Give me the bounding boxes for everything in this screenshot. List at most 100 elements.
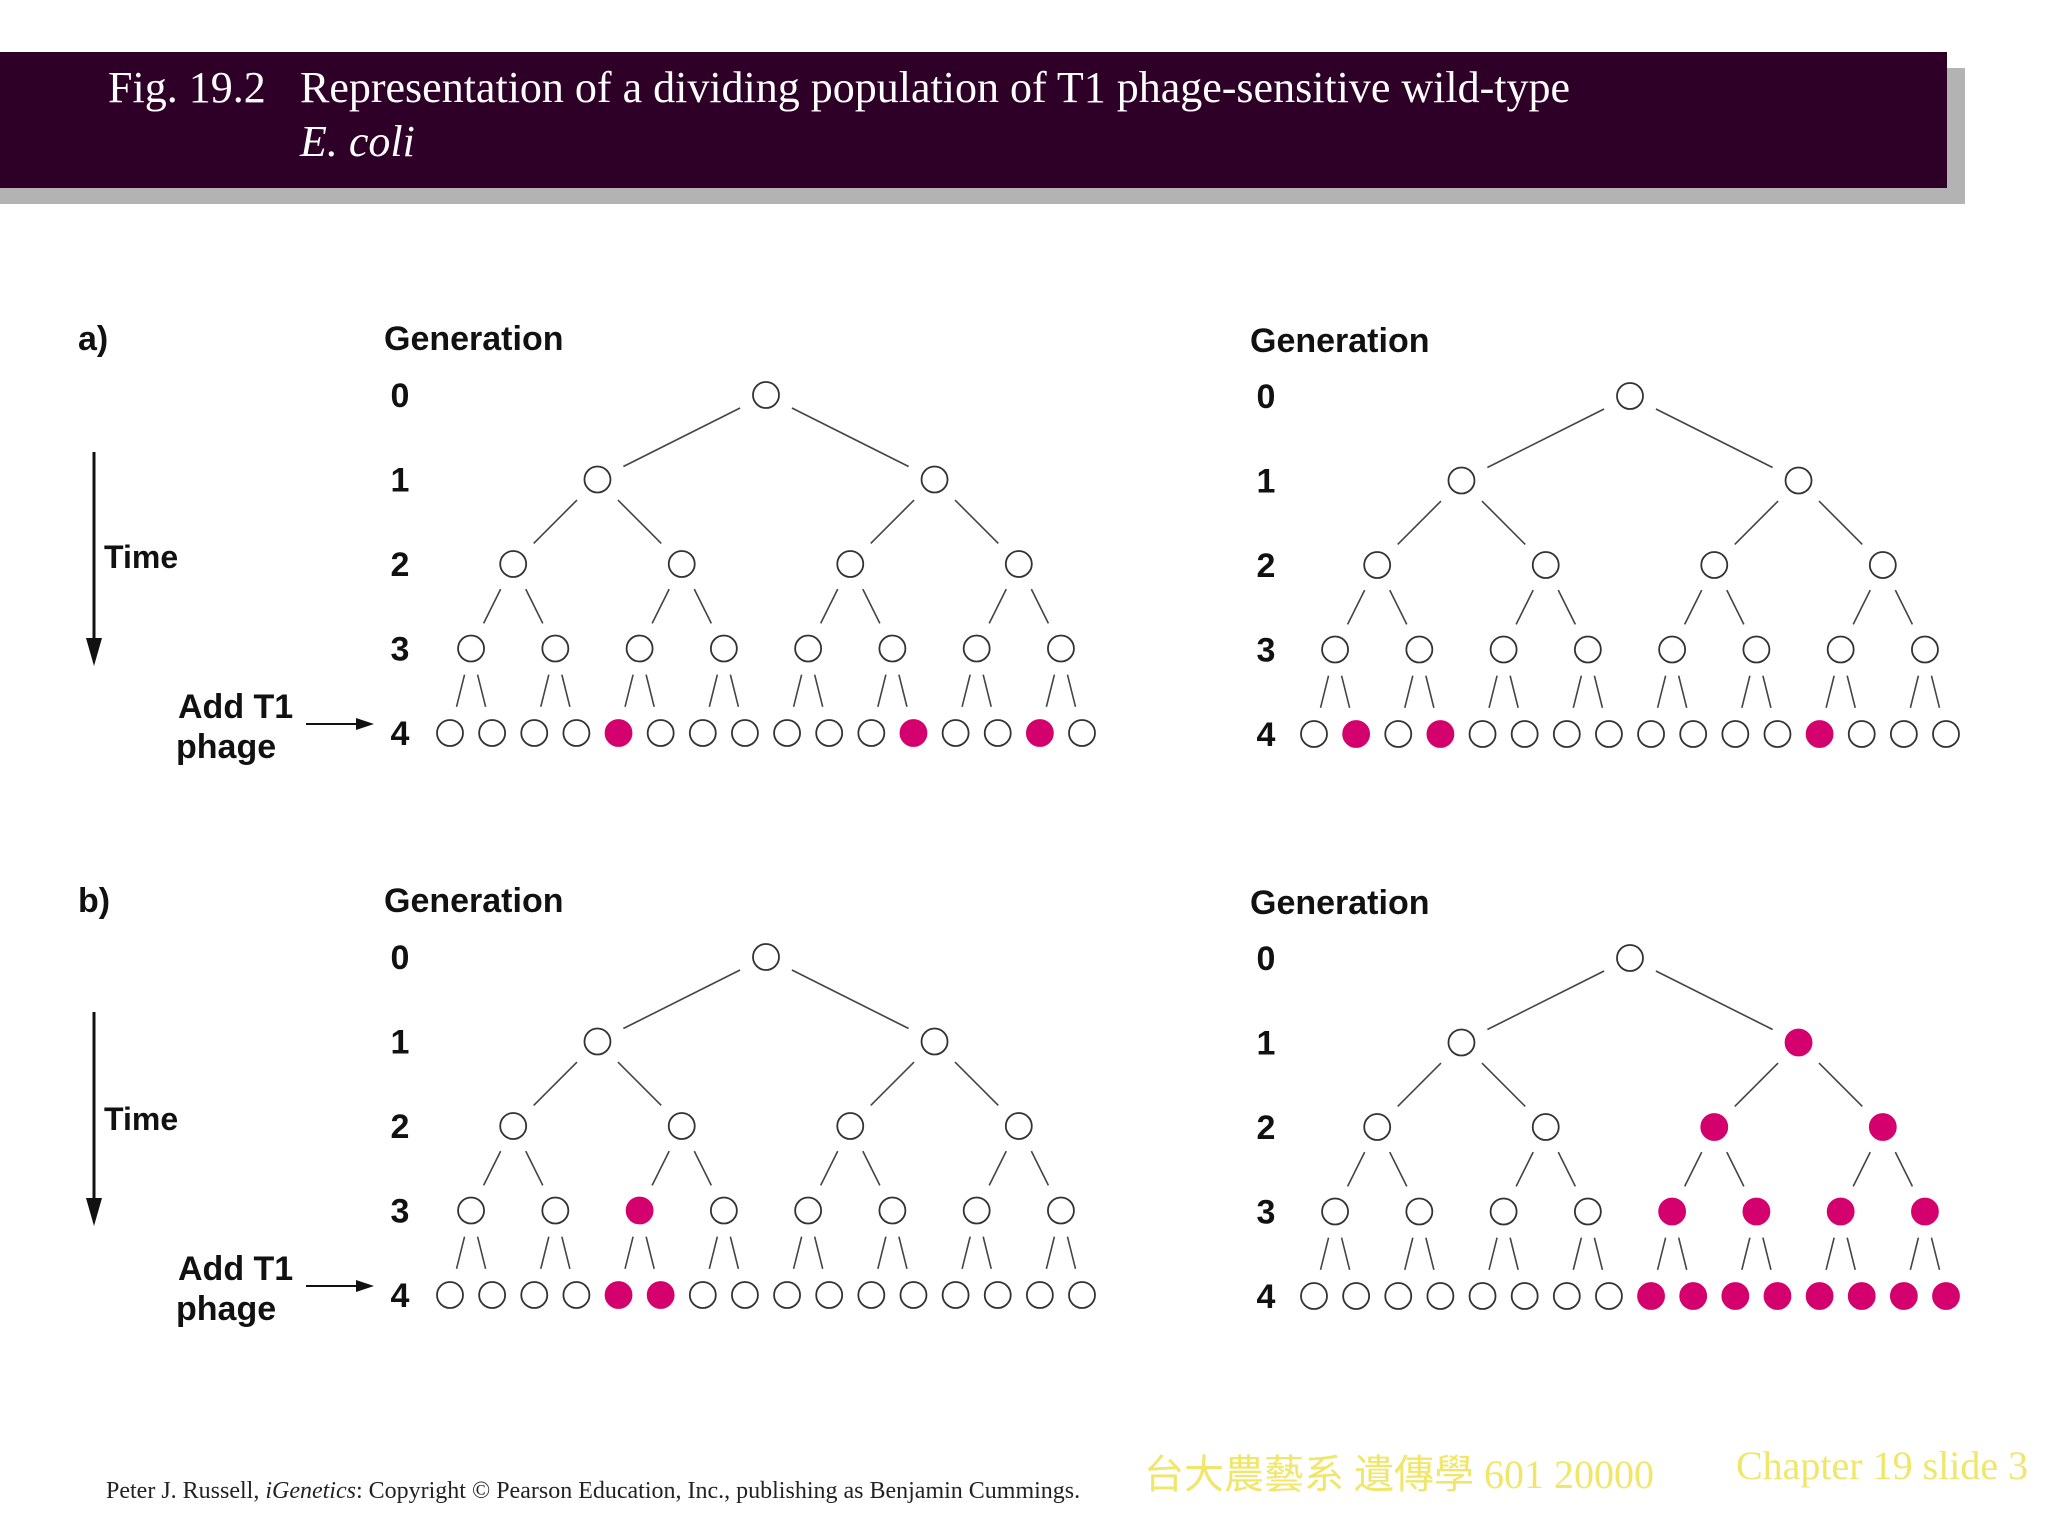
panel-a-right-division-line bbox=[1509, 675, 1519, 709]
panel-a-left-tree: Generation 0 1 2 3 4 bbox=[384, 320, 1096, 753]
panel-a-left-division-line bbox=[651, 588, 670, 624]
panel-b-right-division-line bbox=[1515, 1151, 1534, 1187]
panel-a-right-sensitive-cell bbox=[1468, 720, 1497, 748]
panel-b-left-division-line bbox=[819, 1150, 839, 1186]
panel-b-left-division-line bbox=[623, 969, 741, 1030]
panel-a-left-division-line bbox=[525, 588, 544, 624]
panel-b-right-sensitive-cell bbox=[1531, 1113, 1560, 1141]
panel-b-right-division-line bbox=[1741, 1237, 1751, 1271]
panel-b-left-sensitive-cell bbox=[794, 1196, 823, 1225]
panel-a-right-division-line bbox=[1397, 500, 1442, 546]
panel-b-right-division-line bbox=[1762, 1237, 1772, 1271]
panel-b-right-generation-label-1: 1 bbox=[1257, 1025, 1276, 1063]
panel-b-left-division-line bbox=[792, 1236, 803, 1270]
panel-b-right-sensitive-cell bbox=[1616, 944, 1644, 972]
panel-b-left-sensitive-cell bbox=[541, 1196, 570, 1225]
panel-b-left-sensitive-cell bbox=[731, 1281, 759, 1309]
panel-b-left-sensitive-cell bbox=[562, 1281, 591, 1309]
panel-a-right-sensitive-cell bbox=[1700, 551, 1729, 579]
panel-a-left-generation-label-3: 3 bbox=[391, 631, 410, 669]
panel-b-right-division-line bbox=[1818, 1062, 1863, 1108]
panel-b-left-sensitive-cell bbox=[962, 1196, 991, 1225]
panel-b-left-division-line bbox=[561, 1236, 571, 1270]
panel-b-right-sensitive-cell bbox=[1426, 1282, 1455, 1310]
panel-a-right-sensitive-cell bbox=[1784, 466, 1813, 495]
panel-a-left-division-line bbox=[1045, 674, 1056, 708]
panel-a-left-division-line bbox=[988, 588, 1007, 624]
panel-a-right-division-line bbox=[1930, 675, 1941, 709]
panel-a-right-division-line bbox=[1557, 589, 1577, 625]
panel-a-left-generation-label-4: 4 bbox=[391, 715, 410, 753]
panel-b-add-phage-label-1: Add T1 bbox=[178, 1250, 293, 1288]
panel-b-left-division-line bbox=[525, 1150, 544, 1186]
panel-a-left-sensitive-cell bbox=[667, 550, 696, 578]
panel-b-right-division-line bbox=[1683, 1151, 1703, 1187]
panel-a-left-sensitive-cell bbox=[457, 634, 485, 663]
panel-a-right-sensitive-cell bbox=[1889, 720, 1918, 748]
panel-a-right-generation-label-1: 1 bbox=[1257, 463, 1276, 501]
panel-b-right-division-line bbox=[1726, 1151, 1745, 1187]
panel-b-left-division-line bbox=[1066, 1236, 1077, 1270]
panel-b-right-generation-label-0: 0 bbox=[1257, 940, 1276, 978]
panel-b-left-division-line bbox=[898, 1236, 908, 1270]
panel-a-left-sensitive-cell bbox=[499, 550, 528, 578]
panel-b-right-sensitive-cell bbox=[1384, 1282, 1413, 1310]
panel-a-right-sensitive-cell bbox=[1363, 551, 1392, 579]
figure-title-organism: E. coli bbox=[300, 117, 415, 166]
panel-b-left-generation-label-2: 2 bbox=[391, 1108, 410, 1146]
panel-a-right-division-line bbox=[1852, 589, 1871, 625]
panel-b-right-division-line bbox=[1909, 1237, 1920, 1271]
panel-a-right-division-line bbox=[1677, 675, 1688, 709]
panel-b-left-sensitive-cell bbox=[878, 1196, 907, 1225]
panel-b-right-division-line bbox=[1852, 1151, 1871, 1187]
panel-b-right-resistant-cell bbox=[1847, 1282, 1876, 1310]
panel-b-left-sensitive-cell bbox=[1025, 1281, 1054, 1309]
panel-b-left-resistant-cell bbox=[646, 1281, 675, 1309]
footer-credit: Peter J. Russell, iGenetics: Copyright ©… bbox=[106, 1478, 1080, 1505]
panel-b-right-division-line bbox=[1425, 1237, 1435, 1271]
panel-a-right-division-line bbox=[1319, 675, 1330, 709]
panel-a-right-generation-label-4: 4 bbox=[1257, 716, 1276, 754]
panel-b-left-resistant-cell bbox=[604, 1281, 633, 1309]
panel-b-right-sensitive-cell bbox=[1595, 1282, 1623, 1310]
panel-b-right-resistant-cell bbox=[1868, 1113, 1897, 1141]
panel-b-right-division-line bbox=[1734, 1062, 1779, 1108]
panel-b-right-sensitive-cell bbox=[1405, 1197, 1434, 1226]
footer-credit-copyright: : Copyright © Pearson Education, Inc., p… bbox=[355, 1478, 1081, 1504]
panel-b-left-sensitive-cell bbox=[899, 1281, 928, 1309]
panel-a-left-sensitive-cell bbox=[857, 719, 886, 747]
panel-b-left-division-line bbox=[1045, 1236, 1056, 1270]
panel-b-right-division-line bbox=[1825, 1237, 1835, 1271]
panel-a-left-division-line bbox=[898, 674, 908, 708]
panel-b-left-division-line bbox=[455, 1236, 466, 1270]
panel-b-right-generation-title: Generation bbox=[1250, 884, 1429, 922]
panel-a-right-sensitive-cell bbox=[1552, 720, 1581, 748]
panel-b-right-division-line bbox=[1319, 1237, 1330, 1271]
panel-a-left-sensitive-cell bbox=[878, 634, 907, 663]
panel-a-left-division-line bbox=[961, 674, 971, 708]
panel-a-left-resistant-cell bbox=[604, 719, 633, 747]
footer-course-info: 台大農藝系 遺傳學 601 20000 bbox=[1144, 1452, 1654, 1497]
panel-a-left-division-line bbox=[455, 674, 466, 708]
panel-a-left-division-line bbox=[624, 674, 634, 708]
panel-b-right-tree: Generation 0 1 2 3 4 bbox=[1250, 884, 1960, 1316]
panel-a-right-division-line bbox=[1487, 408, 1605, 469]
panel-a-left-sensitive-cell bbox=[646, 719, 675, 747]
panel-a-right-sensitive-cell bbox=[1573, 635, 1602, 664]
panel-b-time-label: Time bbox=[104, 1101, 178, 1137]
panel-b-left-sensitive-cell bbox=[983, 1281, 1012, 1309]
panel-a-left-division-line bbox=[708, 674, 719, 708]
title-line-1: Fig. 19.2 Representation of a dividing po… bbox=[108, 62, 1570, 113]
panel-b-right-division-line bbox=[1846, 1237, 1856, 1271]
panel-b-left-division-line bbox=[982, 1236, 992, 1270]
panel-a-right-sensitive-cell bbox=[1510, 720, 1539, 748]
panel-b-right-division-line bbox=[1557, 1151, 1577, 1187]
panel-a-right-sensitive-cell bbox=[1868, 551, 1897, 579]
panel-b-right-resistant-cell bbox=[1679, 1282, 1708, 1310]
panel-a-left-sensitive-cell bbox=[541, 634, 570, 663]
panel-b-right-generation-label-2: 2 bbox=[1257, 1109, 1276, 1147]
panel-a-left-sensitive-cell bbox=[520, 719, 549, 747]
panel-a-left-division-line bbox=[645, 674, 655, 708]
panel-a-right-resistant-cell bbox=[1805, 720, 1834, 748]
